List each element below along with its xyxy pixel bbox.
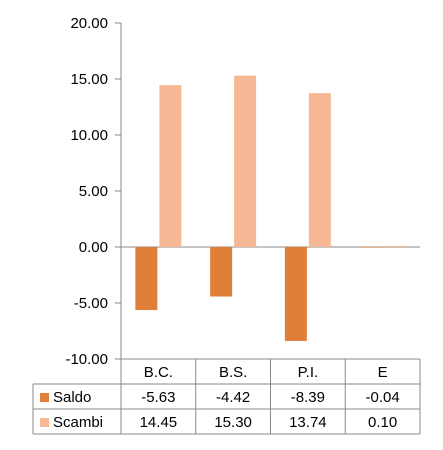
legend-swatch-scambi: [40, 418, 49, 427]
table-value: 0.10: [368, 414, 397, 431]
y-tick-label: 15.00: [70, 71, 108, 88]
category-label: E: [378, 364, 388, 381]
table-value: -8.39: [291, 389, 325, 406]
y-tick-label: -10.00: [65, 351, 108, 368]
y-tick-label: 5.00: [79, 183, 108, 200]
bar-saldo-1: [210, 247, 233, 297]
table-value: 13.74: [289, 414, 327, 431]
y-tick-label: 20.00: [70, 15, 108, 32]
bar-scambi-2: [308, 93, 331, 247]
category-label: B.S.: [219, 364, 247, 381]
y-tick-label: 0.00: [79, 239, 108, 256]
y-tick-label: -5.00: [74, 295, 108, 312]
category-label: B.C.: [144, 364, 173, 381]
table-value: 15.30: [214, 414, 252, 431]
bar-saldo-0: [135, 247, 158, 311]
data-table: B.C. B.S. P.I. E Saldo -5.63 -4.42 -8.39 -0.04 Sc…: [32, 358, 421, 435]
table-value: -5.63: [141, 389, 175, 406]
bars: [135, 75, 406, 341]
bar-scambi-3: [383, 245, 406, 247]
y-axis: 20.00 15.00 10.00 5.00 0.00 -5.00 -10.00: [65, 15, 420, 368]
category-label: P.I.: [298, 364, 319, 381]
bar-saldo-3: [359, 247, 382, 248]
legend-label: Saldo: [53, 389, 91, 406]
table-value: -4.42: [216, 389, 250, 406]
bar-scambi-1: [234, 75, 257, 247]
legend-label: Scambi: [53, 414, 103, 431]
bar-saldo-2: [284, 247, 307, 341]
y-tick-label: 10.00: [70, 127, 108, 144]
table-value: 14.45: [140, 414, 178, 431]
bar-scambi-0: [159, 85, 182, 247]
table-value: -0.04: [366, 389, 400, 406]
legend-swatch-saldo: [40, 393, 49, 402]
